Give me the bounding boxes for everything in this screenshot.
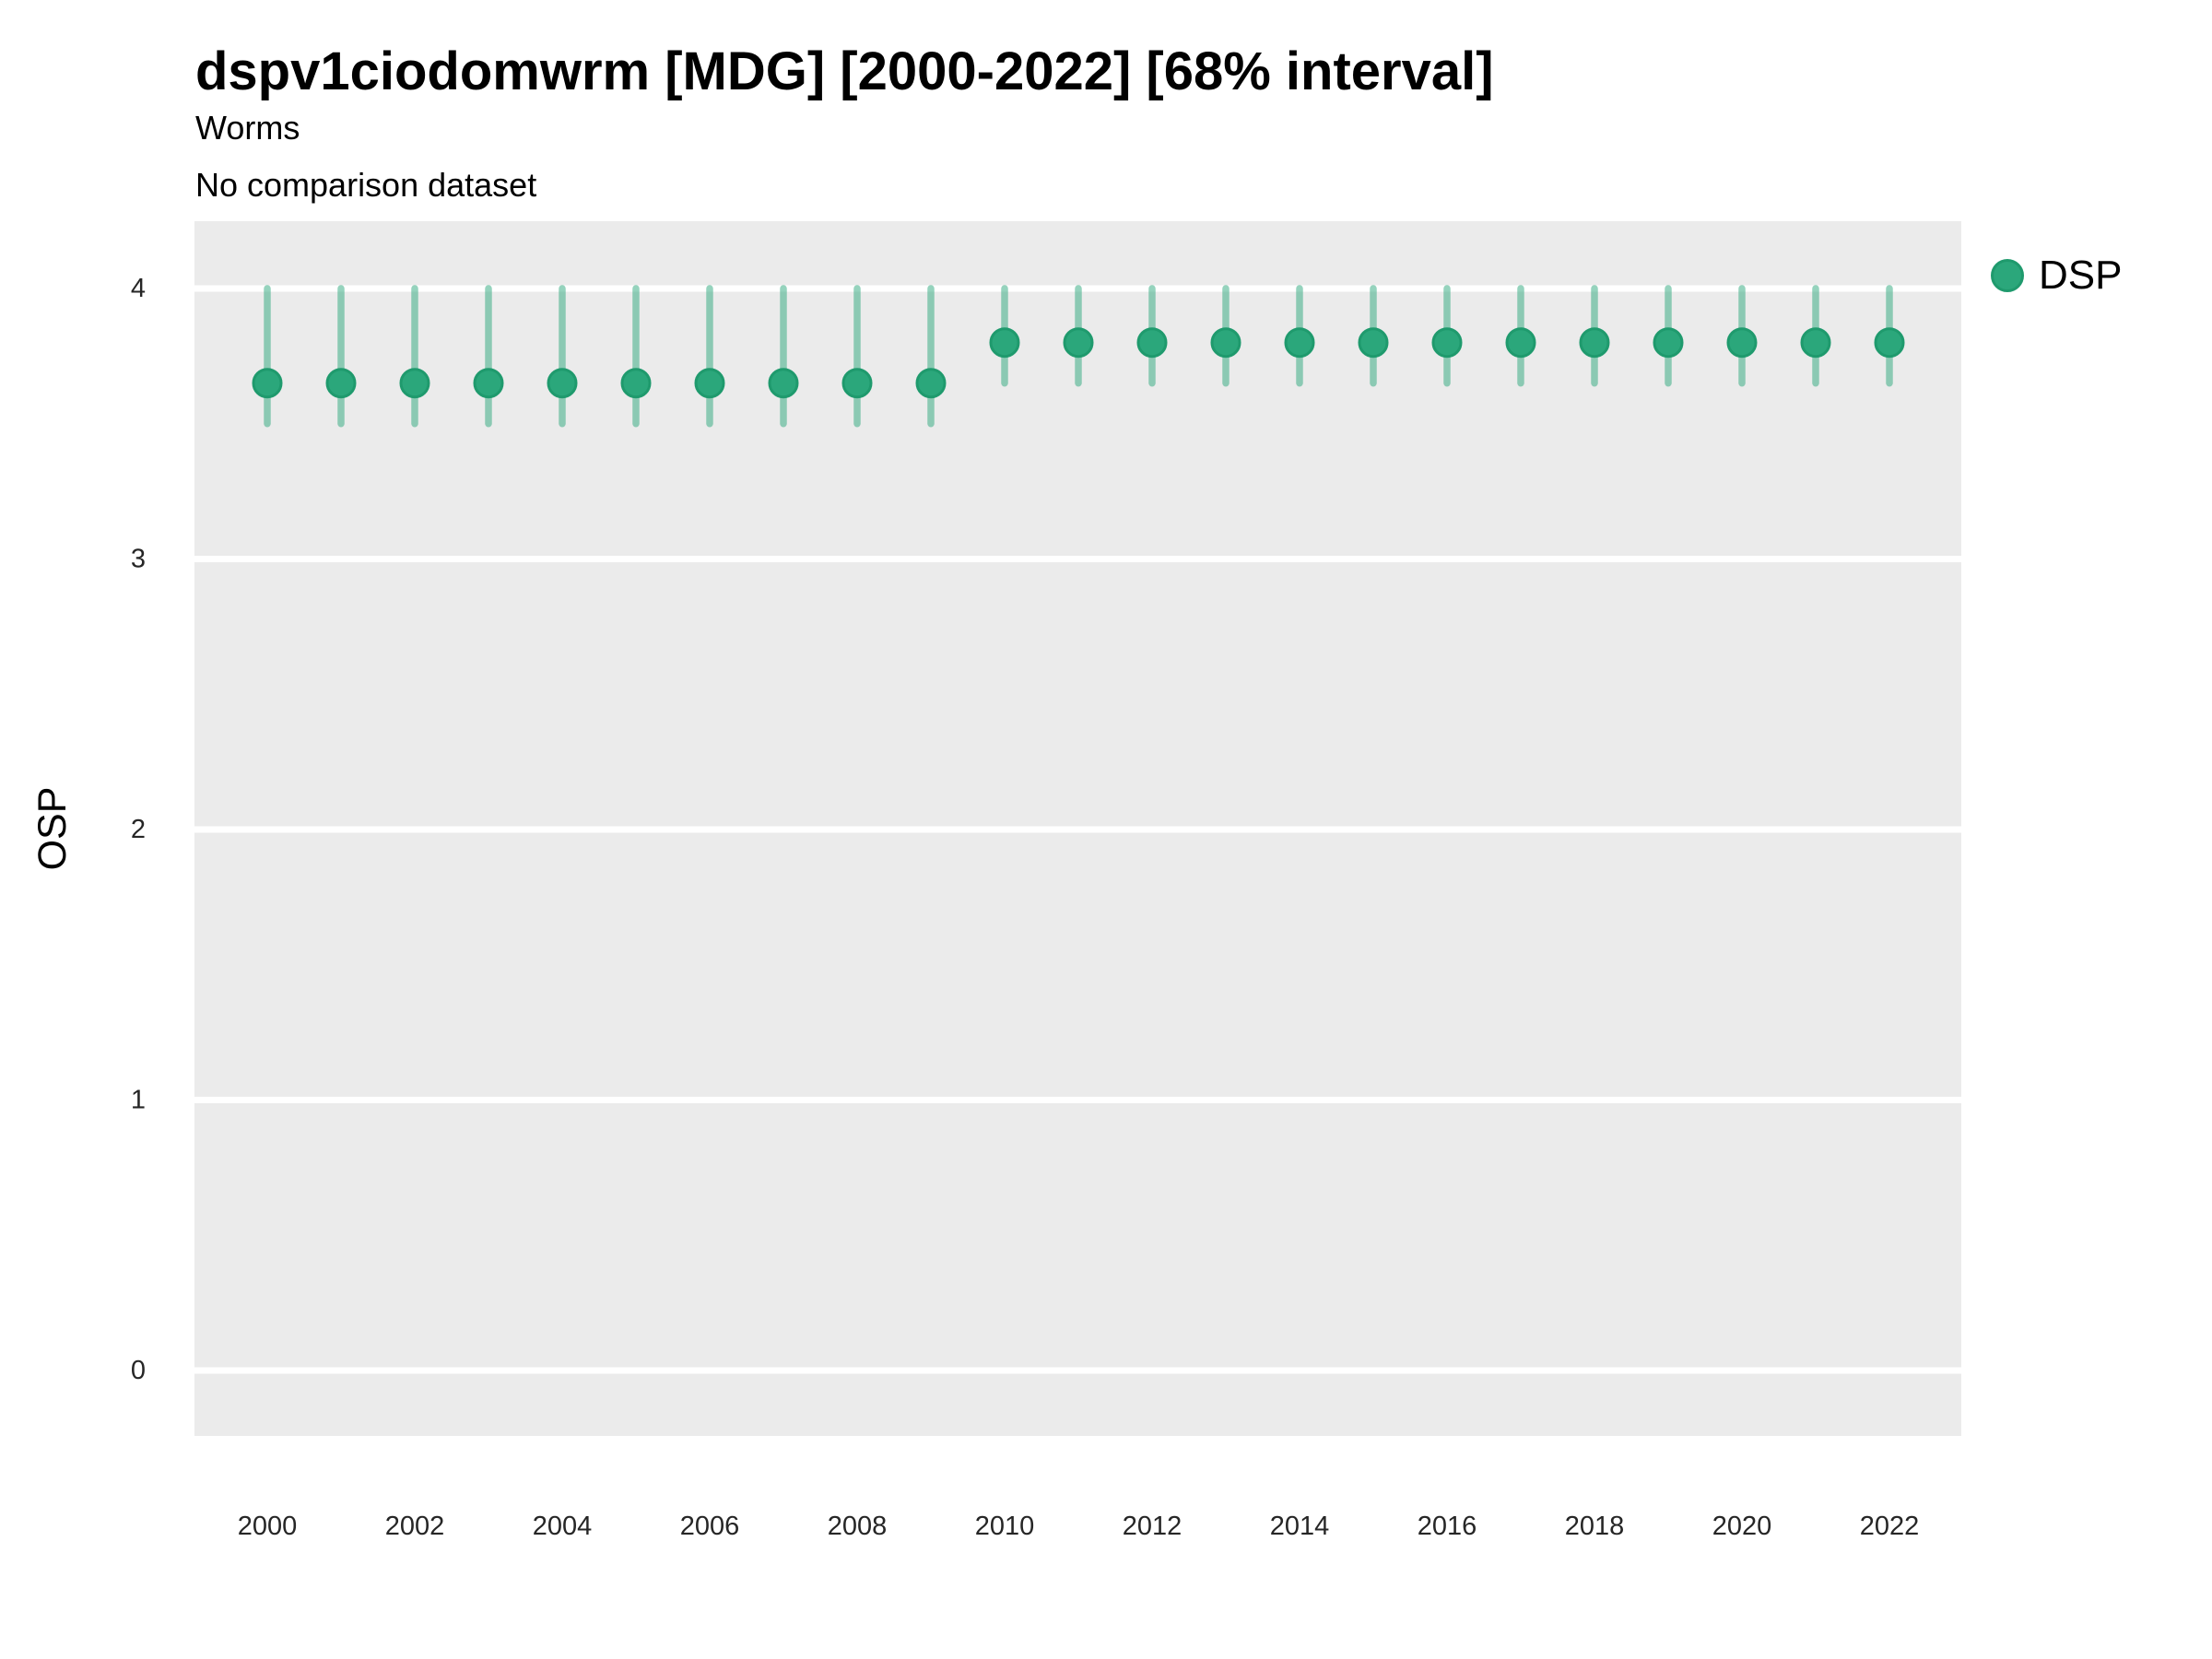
x-tick-label: 2014 <box>1270 1512 1330 1541</box>
point-marker <box>1653 327 1684 359</box>
legend-label: DSP <box>2039 253 2123 298</box>
point-marker <box>1726 327 1758 359</box>
legend: DSP <box>1991 254 2122 297</box>
point-marker <box>768 368 799 399</box>
gridlines <box>194 285 1961 1374</box>
x-tick-label: 2016 <box>1418 1512 1477 1541</box>
legend-point-icon <box>1991 259 2024 292</box>
x-tick-label: 2006 <box>680 1512 740 1541</box>
y-axis-labels: 0 1 2 3 4 <box>131 274 146 1385</box>
y-tick-label: 1 <box>131 1086 146 1115</box>
point-marker <box>252 368 283 399</box>
comparison-note: No comparison dataset <box>195 166 537 204</box>
y-axis-title: OSP <box>30 786 75 871</box>
point-marker <box>1874 327 1905 359</box>
point-marker <box>399 368 430 399</box>
data-points <box>252 327 1905 399</box>
point-marker <box>1431 327 1463 359</box>
point-marker <box>547 368 578 399</box>
point-marker <box>1505 327 1536 359</box>
x-tick-label: 2004 <box>533 1512 593 1541</box>
x-tick-label: 2008 <box>828 1512 888 1541</box>
point-marker <box>694 368 725 399</box>
point-marker <box>1579 327 1610 359</box>
chart-title: dspv1ciodomwrm [MDG] [2000-2022] [68% in… <box>195 41 1494 101</box>
point-marker <box>1063 327 1094 359</box>
x-tick-label: 2010 <box>975 1512 1035 1541</box>
x-axis-labels: 2000 2002 2004 2006 2008 2010 2012 2014 2016 2018… <box>238 1512 1920 1541</box>
point-marker <box>1210 327 1241 359</box>
point-marker <box>915 368 947 399</box>
x-tick-label: 2022 <box>1860 1512 1920 1541</box>
y-tick-label: 4 <box>131 274 146 303</box>
point-marker <box>325 368 357 399</box>
x-tick-label: 2018 <box>1565 1512 1625 1541</box>
x-tick-label: 2002 <box>385 1512 445 1541</box>
y-tick-label: 2 <box>131 815 146 844</box>
point-marker <box>989 327 1020 359</box>
point-marker <box>1136 327 1168 359</box>
point-marker <box>473 368 504 399</box>
chart-subtitle: Worms <box>195 109 300 147</box>
y-tick-label: 3 <box>131 545 146 574</box>
point-marker <box>620 368 652 399</box>
point-marker <box>1358 327 1389 359</box>
x-tick-label: 2012 <box>1123 1512 1182 1541</box>
x-tick-label: 2000 <box>238 1512 298 1541</box>
y-tick-label: 0 <box>131 1356 146 1385</box>
point-marker <box>1284 327 1315 359</box>
point-marker <box>841 368 873 399</box>
x-tick-label: 2020 <box>1712 1512 1772 1541</box>
point-marker <box>1800 327 1831 359</box>
